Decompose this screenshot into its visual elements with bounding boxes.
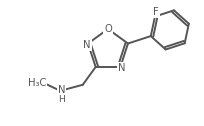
Text: N: N xyxy=(83,40,90,50)
Text: H₃C: H₃C xyxy=(28,78,46,88)
Text: N: N xyxy=(58,85,65,96)
Text: H: H xyxy=(58,95,65,104)
Text: O: O xyxy=(104,24,111,34)
Text: F: F xyxy=(152,7,158,17)
Text: N: N xyxy=(117,63,124,73)
